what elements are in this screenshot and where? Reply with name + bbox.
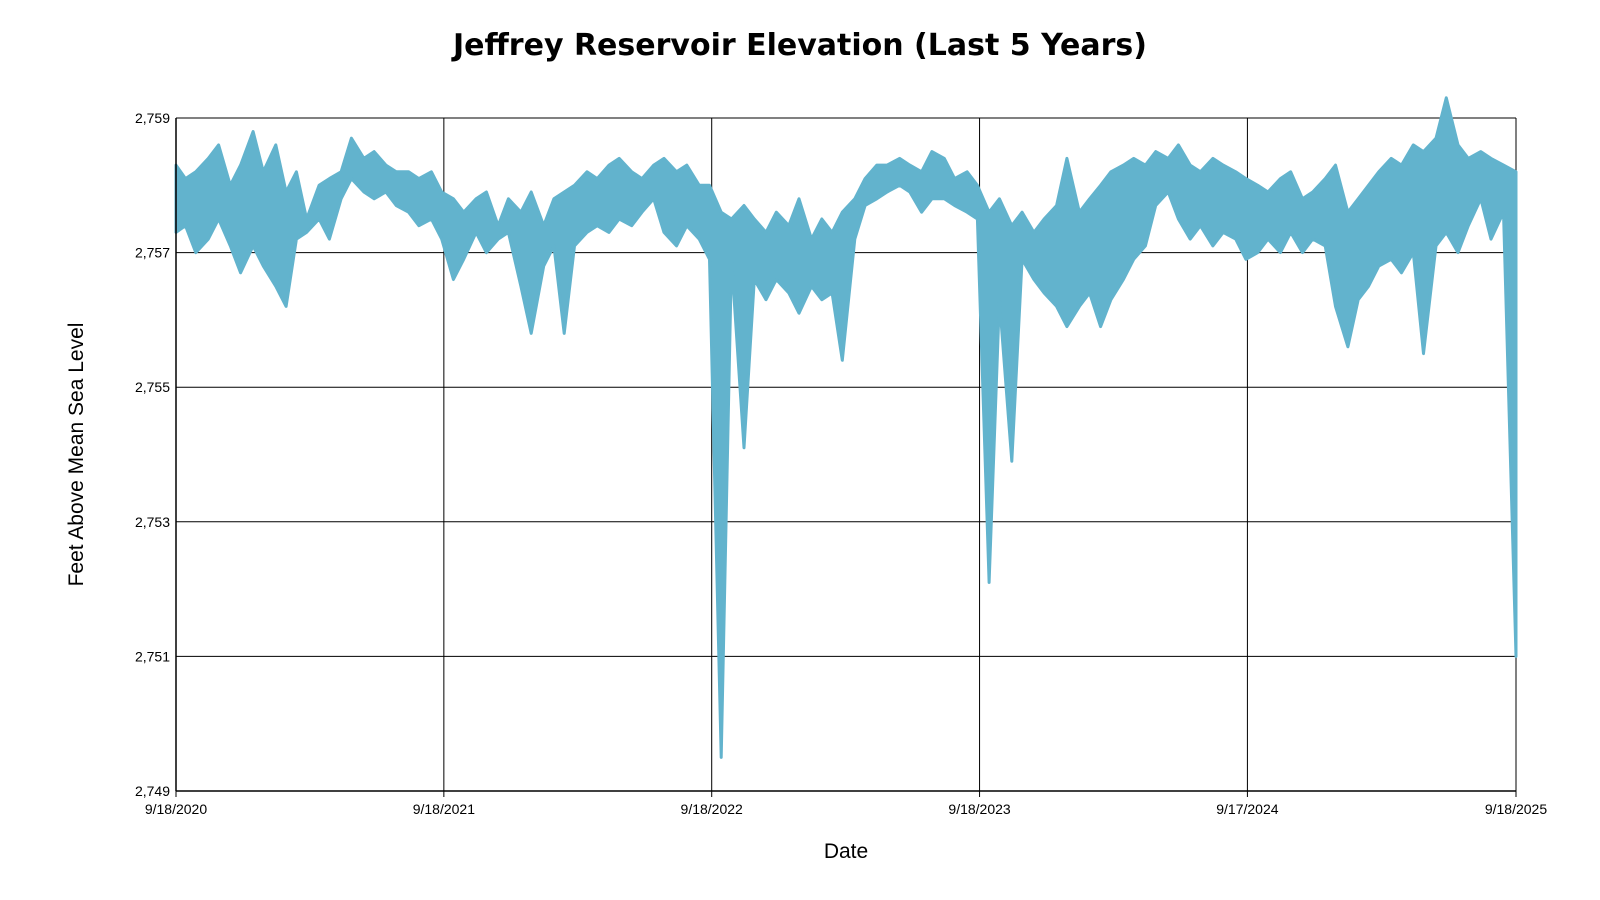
y-tick-label: 2,753 — [135, 514, 170, 530]
x-tick-label: 9/18/2020 — [145, 801, 207, 817]
x-tick-label: 9/17/2024 — [1216, 801, 1278, 817]
elevation-series-band — [174, 96, 1518, 759]
chart-title: Jeffrey Reservoir Elevation (Last 5 Year… — [453, 28, 1147, 63]
x-axis-title: Date — [824, 840, 868, 863]
y-tick-label: 2,751 — [135, 648, 170, 664]
y-tick-label: 2,759 — [135, 110, 170, 126]
y-tick-label: 2,757 — [135, 245, 170, 261]
x-tick-label: 9/18/2021 — [413, 801, 475, 817]
y-tick-label: 2,755 — [135, 379, 170, 395]
y-tick-label: 2,749 — [135, 783, 170, 799]
x-tick-label: 9/18/2022 — [681, 801, 743, 817]
x-tick-label: 9/18/2023 — [948, 801, 1010, 817]
x-tick-label: 9/18/2025 — [1485, 801, 1547, 817]
y-axis-title: Feet Above Mean Sea Level — [65, 323, 88, 587]
